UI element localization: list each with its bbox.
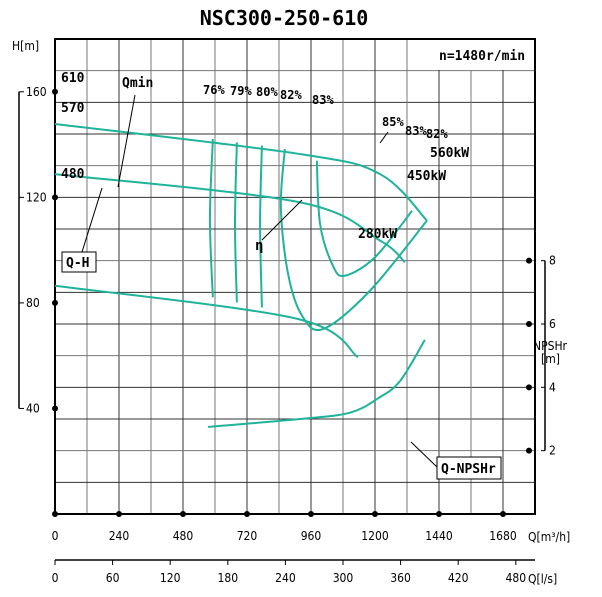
qmin-leader [117,94,136,188]
speed-label: n=1480r/min [439,49,525,64]
head-curve-610 [54,122,428,222]
x-tick-label: 720 [237,529,258,543]
y2-tick-dot [526,321,532,327]
x-tick-dot [244,511,250,517]
npsh-leader [410,441,438,468]
y-tick-dot [52,405,58,412]
y-tick-label: 160 [26,85,47,99]
x2-tick-label: 360 [390,571,411,585]
qmin-label: Qmin [122,76,153,91]
y2-tick-dot [526,384,532,391]
x-tick-dot [116,511,122,517]
chart-title: NSC300-250-610 [200,6,369,30]
x2-axis-label: Q[l/s] [528,572,557,586]
impeller-label-610: 610 [61,71,85,86]
y-tick-dot [52,194,58,201]
x2-tick-label: 180 [217,571,238,585]
y2-tick-label: 2 [549,444,556,458]
eff-label-82-right: 82% [426,127,448,141]
npshr-curve [207,339,426,428]
x2-tick-label: 300 [333,571,354,585]
x-tick-label: 240 [109,529,130,543]
x-tick-dot [308,511,314,517]
head-curve-480 [54,284,359,359]
power-label-450: 450kW [407,169,446,184]
y-tick-label: 80 [26,296,40,310]
grid [54,38,536,515]
x2-tick-label: 120 [160,571,181,585]
x-tick-label: 1200 [361,529,389,543]
x2-tick-label: 60 [106,571,120,585]
efficiency-contour-83 [315,160,413,278]
x-tick-dot [436,511,442,517]
qh-label: Q-H [66,256,89,271]
x-tick-dot [500,511,506,517]
x2-tick-label: 420 [448,571,469,585]
eff-label-82: 82% [280,88,302,102]
y-tick-label: 120 [26,190,47,204]
x-tick-label: 1680 [489,529,517,543]
eff-label-85: 85% [382,115,404,129]
speed-label-box [437,40,534,70]
x-tick-dot [52,511,58,517]
eta-leader [261,199,303,241]
plot-frame [54,38,536,515]
impeller-label-480: 480 [61,167,85,182]
x-tick-label: 1440 [425,529,453,543]
y2-tick-label: 8 [549,254,556,268]
x-axis-label: Q[m³/h] [528,530,570,544]
efficiency-contour-76 [208,138,214,298]
eff-label-83-right: 83% [405,124,427,138]
eff-label-79: 79% [230,84,252,98]
x-tick-label: 480 [173,529,194,543]
head-curve-570 [54,173,406,264]
y-tick-dot [52,299,58,306]
x2-tick-label: 240 [275,571,296,585]
eff-label-80: 80% [256,85,278,99]
qh-leader [81,187,103,253]
y2-tick-dot [526,257,532,264]
y2-axis-label-2: [m] [541,352,560,366]
y2-tick-dot [526,447,532,454]
x-tick-dot [372,511,378,517]
eff-85-leader [379,131,389,144]
eff-label-83: 83% [312,93,334,107]
efficiency-contour-80 [259,145,263,308]
efficiency-contour-82 [279,148,428,331]
x-tick-label: 0 [52,529,59,543]
y-tick-dot [52,88,58,95]
y2-axis-label-1: NPSHr [533,339,568,353]
y-axis-label: H[m] [12,39,39,53]
x2-tick-label: 0 [52,571,59,585]
eff-label-76: 76% [203,83,225,97]
x2-tick-label: 480 [505,571,526,585]
impeller-label-570: 570 [61,101,85,116]
y2-tick-label: 6 [549,317,556,331]
x-tick-dot [180,511,186,517]
npsh-label-box [436,456,502,480]
npsh-label: Q-NPSHr [441,462,496,477]
y-tick-label: 40 [26,401,40,415]
x-tick-label: 960 [301,529,322,543]
efficiency-contour-79 [233,142,238,303]
curves [54,122,428,428]
eta-label: η [255,238,263,254]
y2-tick-label: 4 [549,380,556,394]
power-label-280: 280kW [358,227,397,242]
qh-label-box [61,251,97,273]
power-label-560: 560kW [430,146,469,161]
